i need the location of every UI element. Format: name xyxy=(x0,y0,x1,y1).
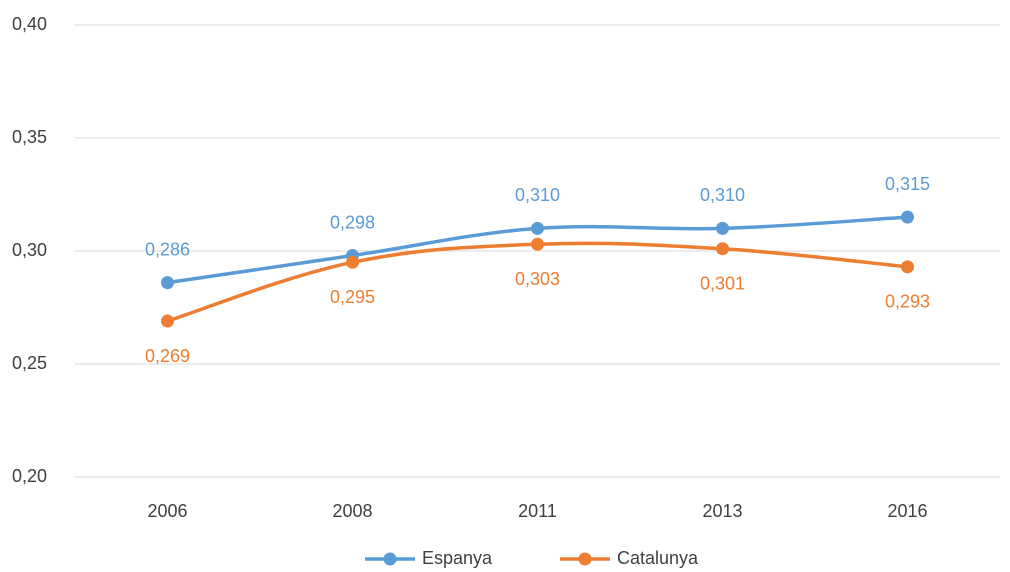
y-tick-label: 0,40 xyxy=(12,14,47,34)
x-tick-label: 2013 xyxy=(702,501,742,521)
data-point xyxy=(716,242,729,256)
data-point xyxy=(161,314,174,328)
x-tick-label: 2011 xyxy=(518,501,557,521)
data-label: 0,298 xyxy=(330,212,375,232)
data-point xyxy=(531,237,544,251)
data-label: 0,315 xyxy=(885,174,930,194)
y-tick-label: 0,30 xyxy=(12,240,47,260)
x-tick-label: 2006 xyxy=(147,501,187,521)
legend-label: Espanya xyxy=(422,548,493,568)
legend-label: Catalunya xyxy=(617,548,699,568)
legend-marker xyxy=(383,552,397,566)
data-label: 0,293 xyxy=(885,292,930,312)
data-label: 0,295 xyxy=(330,287,375,307)
data-label: 0,303 xyxy=(515,269,560,289)
data-label: 0,301 xyxy=(700,273,745,293)
data-point xyxy=(161,276,174,290)
data-label: 0,310 xyxy=(515,185,560,205)
x-tick-label: 2016 xyxy=(887,501,927,521)
data-point xyxy=(716,221,729,235)
data-label: 0,310 xyxy=(700,185,745,205)
data-label: 0,286 xyxy=(145,239,190,259)
data-point xyxy=(346,255,359,269)
x-tick-label: 2008 xyxy=(332,501,372,521)
y-tick-label: 0,20 xyxy=(12,466,47,486)
data-label: 0,269 xyxy=(145,346,190,366)
legend-marker xyxy=(578,552,592,566)
data-point xyxy=(901,210,914,224)
data-point xyxy=(901,260,914,274)
y-tick-label: 0,35 xyxy=(12,127,47,147)
data-point xyxy=(531,221,544,235)
y-tick-label: 0,25 xyxy=(12,353,47,373)
